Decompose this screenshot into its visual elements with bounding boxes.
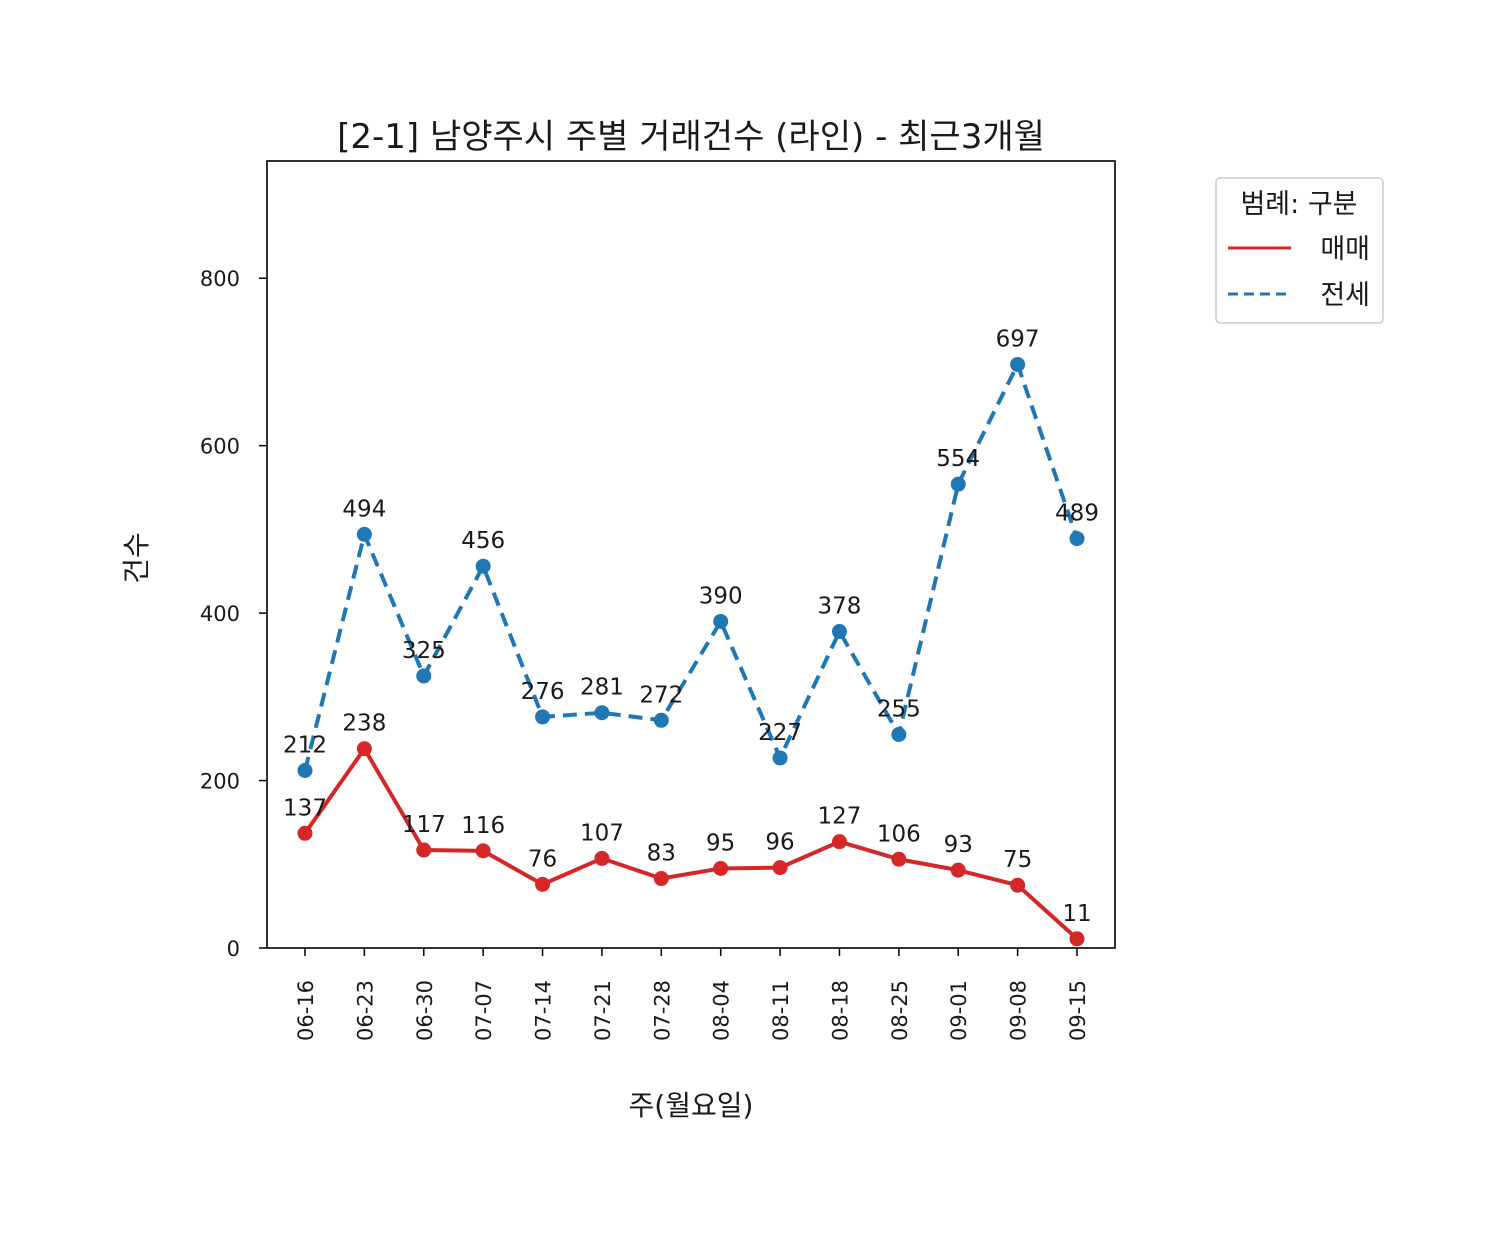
data-label-maemae: 116 xyxy=(461,813,505,839)
x-tick-label: 09-08 xyxy=(1007,980,1031,1041)
data-label-maemae: 127 xyxy=(818,804,862,830)
legend-title: 범례: 구분 xyxy=(1240,189,1357,220)
legend: 범례: 구분 매매 전세 xyxy=(1215,177,1384,324)
series-layer xyxy=(297,356,1085,947)
series-point-jeonse xyxy=(713,613,729,629)
x-axis-label: 주(월요일) xyxy=(629,1089,754,1122)
legend-label-maemae: 매매 xyxy=(1320,234,1370,265)
data-labels-layer: 137 238 117 116 76 107 83 95 96 127 106 93 75 11 212 49… xyxy=(283,326,1099,926)
series-point-maemae xyxy=(950,862,966,878)
data-label-maemae: 76 xyxy=(528,846,557,872)
series-point-maemae xyxy=(713,860,729,876)
data-label-jeonse: 272 xyxy=(639,682,683,708)
data-label-jeonse: 456 xyxy=(461,528,505,554)
y-axis-label: 건수 xyxy=(120,532,153,584)
data-label-maemae: 75 xyxy=(1003,847,1032,873)
chart-title: [2-1] 남양주시 주별 거래건수 (라인) - 최근3개월 xyxy=(337,117,1045,157)
x-tick-label: 07-14 xyxy=(532,980,556,1041)
series-point-jeonse xyxy=(594,705,610,721)
series-point-maemae xyxy=(297,825,313,841)
y-axis: 0 200 400 600 800 xyxy=(200,267,267,961)
series-point-jeonse xyxy=(772,750,788,766)
data-label-jeonse: 494 xyxy=(342,496,386,522)
data-label-jeonse: 276 xyxy=(521,679,565,705)
series-point-maemae xyxy=(356,741,372,757)
series-point-maemae xyxy=(1010,877,1026,893)
x-tick-label: 08-04 xyxy=(710,980,734,1041)
series-point-jeonse xyxy=(475,558,491,574)
series-point-jeonse xyxy=(950,476,966,492)
series-point-maemae xyxy=(891,851,907,867)
series-point-maemae xyxy=(653,871,669,887)
series-point-jeonse xyxy=(891,727,907,743)
series-point-maemae xyxy=(831,834,847,850)
y-tick-label: 800 xyxy=(200,267,240,291)
data-label-maemae: 96 xyxy=(765,830,794,856)
series-point-jeonse xyxy=(416,668,432,684)
data-label-jeonse: 255 xyxy=(877,697,921,723)
series-point-maemae xyxy=(1069,931,1085,947)
x-tick-label: 06-23 xyxy=(353,980,377,1041)
x-tick-label: 07-28 xyxy=(650,980,674,1041)
y-tick-label: 600 xyxy=(200,435,240,459)
plot-area-frame xyxy=(266,160,1116,949)
series-point-maemae xyxy=(535,876,551,892)
x-tick-label: 07-21 xyxy=(591,980,615,1041)
series-line-jeonse xyxy=(303,362,1079,771)
x-tick-label: 07-07 xyxy=(472,980,496,1041)
y-tick-label: 0 xyxy=(227,937,240,961)
data-label-maemae: 83 xyxy=(647,841,676,867)
data-label-maemae: 95 xyxy=(706,830,735,856)
data-label-maemae: 106 xyxy=(877,821,921,847)
data-label-jeonse: 378 xyxy=(818,594,862,620)
data-label-jeonse: 281 xyxy=(580,675,624,701)
data-label-maemae: 137 xyxy=(283,795,327,821)
data-label-jeonse: 212 xyxy=(283,733,327,759)
series-point-maemae xyxy=(475,843,491,859)
data-label-maemae: 11 xyxy=(1062,901,1091,927)
data-label-jeonse: 390 xyxy=(699,583,743,609)
series-line-maemae xyxy=(303,746,1079,941)
x-tick-label: 06-16 xyxy=(294,980,318,1041)
data-label-maemae: 238 xyxy=(342,711,386,737)
series-point-jeonse xyxy=(535,709,551,725)
data-label-jeonse: 554 xyxy=(936,446,980,472)
x-tick-label: 06-30 xyxy=(413,980,437,1041)
series-point-maemae xyxy=(594,850,610,866)
legend-label-jeonse: 전세 xyxy=(1320,280,1370,311)
x-tick-label: 08-18 xyxy=(828,980,852,1041)
x-tick-label: 09-15 xyxy=(1066,980,1090,1041)
y-tick-label: 200 xyxy=(200,770,240,794)
x-tick-label: 08-11 xyxy=(769,980,793,1041)
x-axis: 06-16 06-23 06-30 07-07 07-14 07-21 07-28 08-04… xyxy=(294,948,1090,1041)
series-point-jeonse xyxy=(1069,531,1085,547)
legend-box xyxy=(1215,177,1384,324)
data-label-jeonse: 489 xyxy=(1055,501,1099,527)
series-point-jeonse xyxy=(356,526,372,542)
data-label-jeonse: 325 xyxy=(402,638,446,664)
series-point-jeonse xyxy=(297,763,313,779)
x-tick-label: 09-01 xyxy=(947,980,971,1041)
series-point-jeonse xyxy=(653,712,669,728)
y-tick-label: 400 xyxy=(200,602,240,626)
data-label-maemae: 117 xyxy=(402,812,446,838)
data-label-maemae: 107 xyxy=(580,820,624,846)
data-label-maemae: 93 xyxy=(944,832,973,858)
series-point-jeonse xyxy=(1010,356,1026,372)
data-label-jeonse: 227 xyxy=(758,720,802,746)
series-point-maemae xyxy=(772,860,788,876)
x-tick-label: 08-25 xyxy=(888,980,912,1041)
data-label-jeonse: 697 xyxy=(996,326,1040,352)
series-point-jeonse xyxy=(831,624,847,640)
series-point-maemae xyxy=(416,842,432,858)
